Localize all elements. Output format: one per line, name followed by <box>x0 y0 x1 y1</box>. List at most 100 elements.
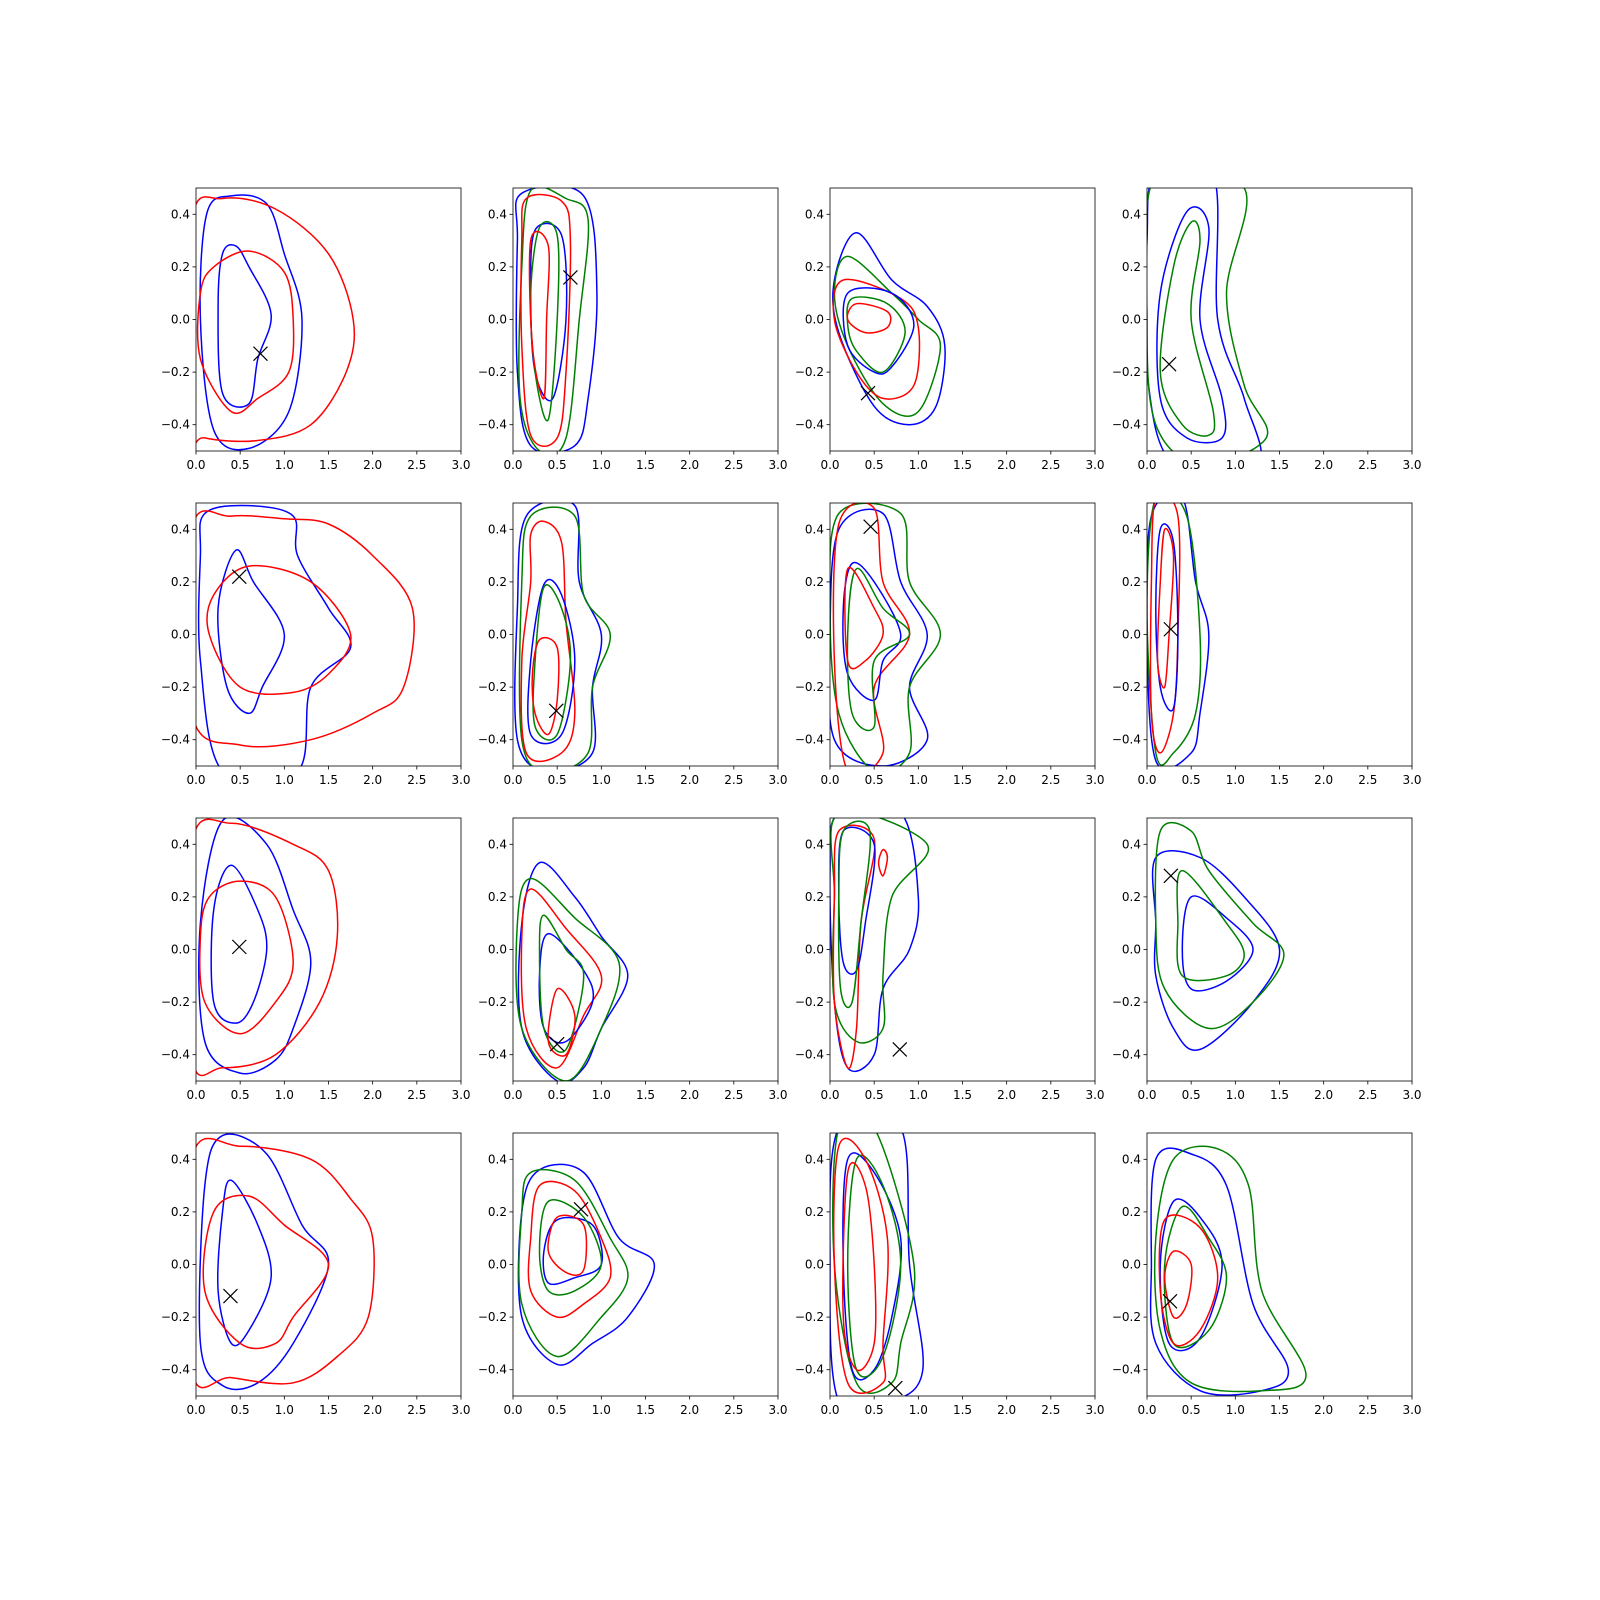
x-tick-label: 0.0 <box>186 458 205 472</box>
x-tick-label: 2.0 <box>1314 773 1333 787</box>
x-tick-label: 3.0 <box>1402 458 1421 472</box>
x-tick-label: 0.5 <box>865 458 884 472</box>
y-tick-label: 0.4 <box>1122 837 1141 851</box>
green-contour-5 <box>538 1199 603 1296</box>
x-tick-label: 3.0 <box>451 1403 470 1417</box>
y-tick-label: −0.2 <box>478 1310 507 1324</box>
y-tick-label: 0.2 <box>1122 260 1141 274</box>
red-contour-4 <box>206 564 352 695</box>
subplot-9: 0.0 0.5 1.0 1.5 2.0 2.5 3.0 −0.4 −0.2 0.0 0.2 0.4 <box>161 817 471 1102</box>
contour-group <box>514 503 611 766</box>
x-tick-label: 1.5 <box>1270 1088 1289 1102</box>
red-contour-6 <box>877 848 889 877</box>
green-contour-2 <box>833 255 942 417</box>
x-tick-label: 0.0 <box>820 773 839 787</box>
x-marker <box>887 1380 903 1396</box>
x-tick-label: 1.5 <box>636 1403 655 1417</box>
red-contour-3 <box>196 196 356 444</box>
x-tick-label: 0.5 <box>231 458 250 472</box>
y-tick-label: −0.4 <box>1112 418 1141 432</box>
x-tick-label: 0.5 <box>1182 773 1201 787</box>
x-tick-label: 2.0 <box>1314 1088 1333 1102</box>
x-tick-label: 2.0 <box>997 458 1016 472</box>
x-tick-label: 2.5 <box>407 458 426 472</box>
red-contour-4 <box>202 1194 330 1350</box>
blue-contour-3 <box>1181 895 1254 992</box>
contour-group <box>515 188 598 451</box>
blue-contour-1 <box>199 194 303 451</box>
y-tick-label: 0.2 <box>488 575 507 589</box>
y-tick-label: −0.4 <box>478 733 507 747</box>
subplot-10: 0.0 0.5 1.0 1.5 2.0 2.5 3.0 −0.4 −0.2 0.0 0.2 0.4 <box>478 817 788 1102</box>
x-tick-label: 1.5 <box>319 1088 338 1102</box>
x-tick-label: 3.0 <box>768 1403 787 1417</box>
red-contour-3 <box>832 278 921 400</box>
x-tick-label: 3.0 <box>1402 1403 1421 1417</box>
red-contour-3 <box>832 824 876 1070</box>
y-tick-label: −0.4 <box>1112 733 1141 747</box>
blue-contour-4 <box>527 578 576 745</box>
x-tick-label: 0.5 <box>865 773 884 787</box>
green-contour-2 <box>515 877 621 1081</box>
x-tick-label: 2.5 <box>724 773 743 787</box>
y-tick-label: 0.4 <box>171 522 190 536</box>
blue-contour-1 <box>830 508 929 766</box>
blue-contour-1 <box>517 861 629 1081</box>
subplot-7: 0.0 0.5 1.0 1.5 2.0 2.5 3.0 −0.4 −0.2 0.0 0.2 0.4 <box>795 502 1105 787</box>
blue-contour-4 <box>842 561 902 702</box>
x-tick-label: 0.0 <box>503 773 522 787</box>
blue-contour-1 <box>198 818 312 1075</box>
y-tick-label: 0.4 <box>805 837 824 851</box>
subplot-3: 0.0 0.5 1.0 1.5 2.0 2.5 3.0 −0.4 −0.2 0.0 0.2 0.4 <box>795 187 1105 472</box>
x-tick-label: 2.5 <box>1358 1088 1377 1102</box>
y-tick-label: −0.4 <box>161 733 190 747</box>
blue-contour-1 <box>830 1133 924 1396</box>
x-tick-label: 0.5 <box>548 458 567 472</box>
red-contour-3 <box>196 818 339 1077</box>
y-tick-label: −0.2 <box>795 365 824 379</box>
x-tick-label: 0.0 <box>820 1403 839 1417</box>
x-tick-label: 3.0 <box>451 458 470 472</box>
green-contour-2 <box>1154 821 1285 1030</box>
y-tick-label: 0.0 <box>1122 313 1141 327</box>
x-tick-label: 3.0 <box>1085 773 1104 787</box>
x-tick-label: 0.5 <box>548 1088 567 1102</box>
blue-contour-1 <box>1149 1147 1290 1396</box>
subplot-6: 0.0 0.5 1.0 1.5 2.0 2.5 3.0 −0.4 −0.2 0.0 0.2 0.4 <box>478 502 788 787</box>
green-contour-5 <box>529 220 560 422</box>
x-tick-label: 1.5 <box>319 458 338 472</box>
contour-group <box>832 231 946 426</box>
x-tick-label: 1.5 <box>636 458 655 472</box>
x-tick-label: 2.0 <box>997 1403 1016 1417</box>
y-tick-label: 0.4 <box>171 207 190 221</box>
y-tick-label: 0.2 <box>805 260 824 274</box>
x-tick-label: 1.0 <box>275 1403 294 1417</box>
x-tick-label: 0.0 <box>186 1088 205 1102</box>
green-contour-5 <box>837 820 872 1009</box>
green-contour-2 <box>518 506 611 766</box>
y-tick-label: 0.4 <box>805 1152 824 1166</box>
subplot-8: 0.0 0.5 1.0 1.5 2.0 2.5 3.0 −0.4 −0.2 0.0 0.2 0.4 <box>1112 502 1422 787</box>
red-contour-3 <box>1149 503 1181 754</box>
x-marker <box>860 385 876 401</box>
red-contour-6 <box>846 302 892 334</box>
subplot-2: 0.0 0.5 1.0 1.5 2.0 2.5 3.0 −0.4 −0.2 0.0 0.2 0.4 <box>478 187 788 472</box>
contour-group <box>196 504 415 766</box>
x-tick-label: 0.0 <box>1137 773 1156 787</box>
red-contour-3 <box>196 1137 375 1389</box>
x-tick-label: 0.0 <box>503 458 522 472</box>
x-tick-label: 2.0 <box>363 1403 382 1417</box>
x-tick-label: 0.5 <box>548 1403 567 1417</box>
y-tick-label: 0.4 <box>171 1152 190 1166</box>
subplot-12: 0.0 0.5 1.0 1.5 2.0 2.5 3.0 −0.4 −0.2 0.0 0.2 0.4 <box>1112 817 1422 1102</box>
red-contour-4 <box>196 250 295 414</box>
x-tick-label: 2.0 <box>1314 1403 1333 1417</box>
blue-contour-2 <box>210 864 268 1024</box>
x-marker <box>863 519 879 535</box>
y-tick-label: 0.2 <box>171 1205 190 1219</box>
x-tick-label: 2.5 <box>1358 773 1377 787</box>
red-contour-6 <box>531 636 560 736</box>
x-tick-label: 0.5 <box>1182 458 1201 472</box>
y-tick-label: 0.0 <box>805 628 824 642</box>
